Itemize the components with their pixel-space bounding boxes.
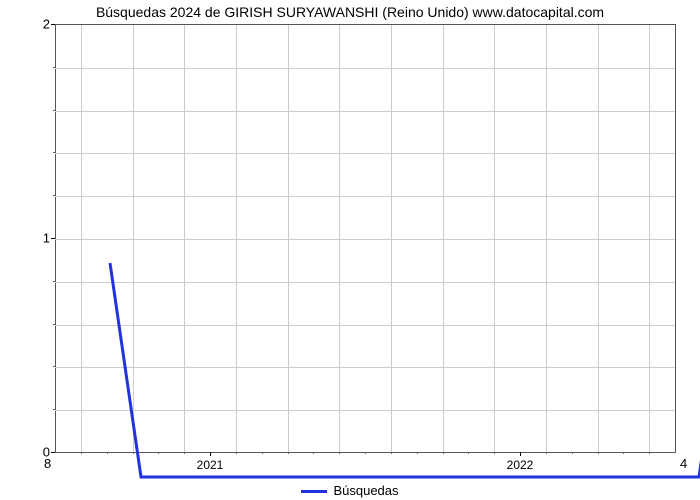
x-minor-tick xyxy=(158,452,159,454)
plot-area xyxy=(55,24,676,453)
x-minor-tick xyxy=(468,452,469,454)
y-tick-mark xyxy=(51,24,55,25)
y-tick-label: 2 xyxy=(10,17,50,32)
x-minor-tick xyxy=(443,452,444,454)
x-minor-tick xyxy=(572,452,573,454)
y-minor-tick xyxy=(53,152,55,153)
y-tick-mark xyxy=(51,238,55,239)
legend-label: Búsquedas xyxy=(333,483,398,498)
x-minor-tick xyxy=(546,452,547,454)
y-minor-tick xyxy=(53,67,55,68)
x-minor-tick xyxy=(391,452,392,454)
x-minor-tick xyxy=(494,452,495,454)
x-minor-tick xyxy=(81,452,82,454)
corner-label-bottom-right: 4 xyxy=(680,456,687,471)
x-minor-tick xyxy=(649,452,650,454)
x-tick-label: 2022 xyxy=(507,458,534,472)
data-series-line xyxy=(110,49,700,477)
y-minor-tick xyxy=(53,409,55,410)
x-minor-tick xyxy=(313,452,314,454)
y-minor-tick xyxy=(53,195,55,196)
y-minor-tick xyxy=(53,324,55,325)
y-minor-tick xyxy=(53,366,55,367)
chart-title: Búsquedas 2024 de GIRISH SURYAWANSHI (Re… xyxy=(0,4,700,20)
chart-container: Búsquedas 2024 de GIRISH SURYAWANSHI (Re… xyxy=(0,0,700,500)
x-minor-tick xyxy=(598,452,599,454)
x-minor-tick xyxy=(365,452,366,454)
x-tick-mark xyxy=(210,452,211,456)
x-minor-tick xyxy=(623,452,624,454)
legend: Búsquedas xyxy=(0,483,700,498)
x-minor-tick xyxy=(288,452,289,454)
x-minor-tick xyxy=(417,452,418,454)
x-tick-mark xyxy=(520,452,521,456)
x-minor-tick xyxy=(236,452,237,454)
x-minor-tick xyxy=(339,452,340,454)
x-minor-tick xyxy=(184,452,185,454)
y-minor-tick xyxy=(53,281,55,282)
y-tick-label: 1 xyxy=(10,231,50,246)
x-tick-label: 2021 xyxy=(197,458,224,472)
y-tick-mark xyxy=(51,452,55,453)
corner-label-bottom-left: 8 xyxy=(44,456,51,471)
x-minor-tick xyxy=(107,452,108,454)
x-minor-tick xyxy=(262,452,263,454)
y-minor-tick xyxy=(53,110,55,111)
legend-swatch xyxy=(301,490,327,493)
grid-line-v xyxy=(81,25,82,453)
x-minor-tick xyxy=(133,452,134,454)
